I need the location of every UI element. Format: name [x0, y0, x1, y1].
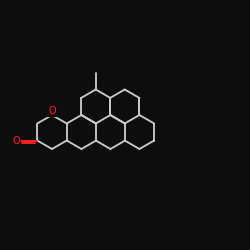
Text: O: O	[12, 136, 20, 145]
Text: O: O	[48, 106, 56, 116]
